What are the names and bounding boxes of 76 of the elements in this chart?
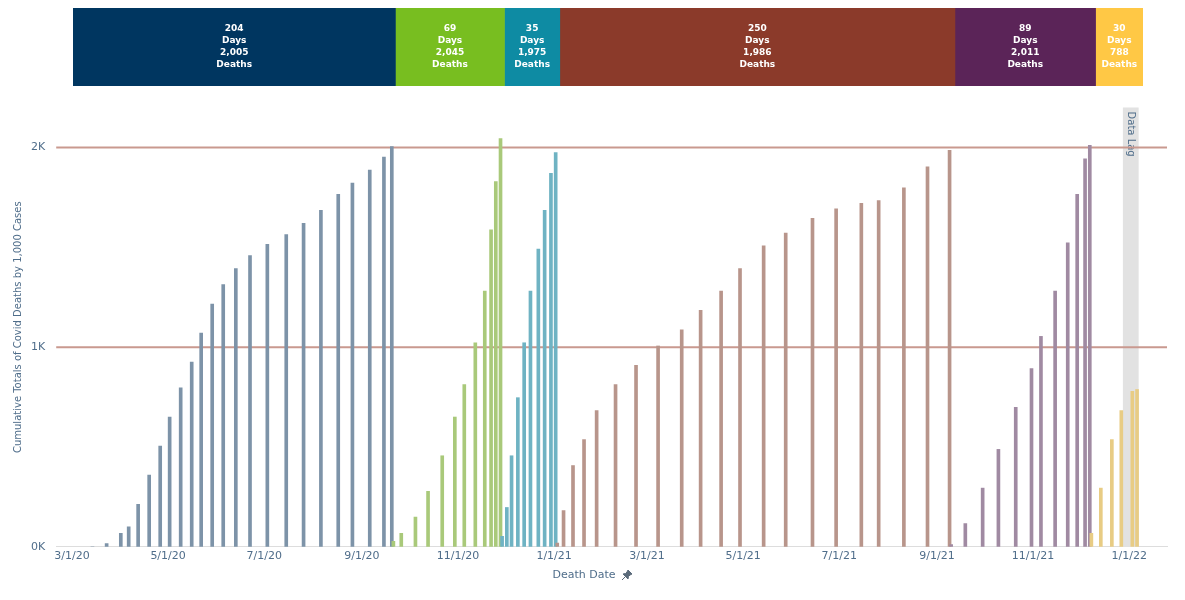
bar [367,169,372,547]
bar [319,210,323,547]
x-tick-label: 1/1/21 [536,549,572,563]
bar [783,232,788,547]
bar [1075,193,1080,547]
y-axis-title: Cumulative Totals of Covid Deaths by 1,000 Cases [11,201,23,454]
x-tick-label: 3/1/20 [54,549,90,563]
bar [834,208,838,547]
x-tick-label: 5/1/20 [150,549,186,563]
bar [426,490,430,547]
bar [571,465,575,547]
bar [382,156,386,547]
bar [136,503,140,547]
bar [210,303,215,547]
bar [248,255,252,547]
x-axis-title: Death Date [552,568,616,581]
x-tick-label: 9/1/21 [919,549,955,563]
bar [1013,407,1018,547]
bar [336,193,341,547]
bar [559,8,956,86]
bar [147,474,151,547]
x-tick-label: 11/1/21 [1011,549,1055,563]
bar [634,365,638,547]
bar [440,455,445,547]
data-label: 250 Days 1,986 Deaths [739,23,776,70]
bar [221,284,226,547]
bar [189,361,194,547]
bar [516,397,520,547]
x-tick-label: 9/1/20 [344,549,380,563]
bar [738,268,742,547]
bar [126,526,131,547]
bar [1098,487,1103,547]
data-label: 89 Days 2,011 Deaths [1007,23,1044,70]
y-tick-label: 2K [30,140,46,154]
x-tick-label: 7/1/21 [821,549,857,563]
x-tick-label: 11/1/20 [436,549,480,563]
x-tick-label: 5/1/21 [725,549,761,563]
bar [522,342,526,547]
x-tick-label: 7/1/20 [246,549,282,563]
bar [1053,290,1057,547]
bar [453,416,457,547]
bar [679,329,684,547]
bar [462,384,467,547]
bar [954,8,1096,86]
bar [1119,410,1124,547]
bar [1039,336,1043,547]
bar [473,342,478,547]
bar [178,387,183,547]
y-tick-label: 1K [30,340,46,354]
bar [1087,145,1092,547]
bar [656,345,660,547]
bar [553,152,558,547]
data-label: 30 Days 788 Deaths [1101,23,1138,70]
bar [719,290,723,547]
x-tick-label: 1/1/22 [1111,549,1147,563]
bar [389,146,394,547]
bar [1135,389,1139,547]
bar [199,332,203,547]
x-tick-label: 3/1/21 [629,549,665,563]
y-tick-label: 0K [30,539,46,553]
bar [158,445,163,547]
bar [118,532,123,547]
bar [902,187,906,547]
bar [399,532,404,547]
bar [482,290,487,547]
bar [1065,242,1070,547]
bar [963,523,968,547]
bar [1110,439,1114,547]
bar [284,234,289,547]
bar [73,8,396,86]
data-label: 204 Days 2,005 Deaths [216,23,253,70]
data-label: 35 Days 1,975 Deaths [514,23,550,70]
bar [395,8,505,86]
bar [582,439,586,547]
data-label: 69 Days 2,045 Deaths [432,23,468,70]
bar [234,268,238,547]
